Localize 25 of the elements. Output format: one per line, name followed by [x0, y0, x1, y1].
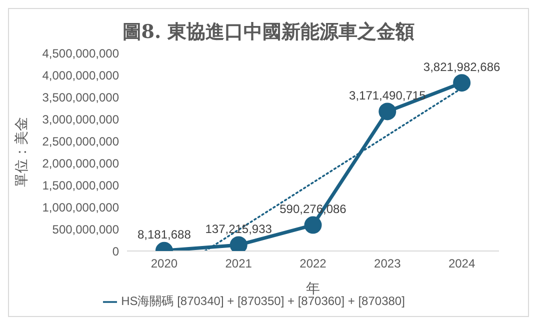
point [304, 216, 322, 234]
x-tick-label: 2023 [374, 256, 402, 271]
y-tick-label: 1,500,000,000 [42, 178, 120, 192]
y-tick-label: 4,000,000,000 [42, 68, 120, 82]
y-tick-label: 4,500,000,000 [42, 46, 120, 60]
data-label: 3,171,490,715 [349, 88, 426, 102]
chart-title: 圖8. 東協進口中國新能源車之金額 [121, 20, 416, 45]
x-tick-label: 2024 [448, 256, 476, 271]
y-tick-label: 1,000,000,000 [42, 200, 120, 214]
point [378, 102, 396, 120]
x-axis-title: 年 [306, 280, 320, 296]
y-tick-label: 0 [112, 244, 120, 258]
point [453, 74, 471, 92]
x-tick-label: 2020 [150, 256, 178, 271]
x-tick-label: 2021 [225, 256, 252, 271]
x-tick-label: 2022 [300, 256, 327, 271]
data-label: 8,181,688 [138, 228, 192, 242]
y-tick-label: 3,000,000,000 [42, 112, 120, 126]
y-tick-label: 2,500,000,000 [42, 134, 120, 148]
y-tick-label: 500,000,000 [52, 222, 120, 236]
data-label: 3,821,982,686 [423, 60, 500, 74]
y-tick-label: 2,000,000,000 [42, 156, 120, 170]
legend-label: HS海關碼 [870340] + [870350] + [870360] + [870380] [121, 294, 405, 308]
y-axis-title: 單位：美金 [12, 117, 29, 187]
y-tick-label: 3,500,000,000 [42, 90, 120, 104]
